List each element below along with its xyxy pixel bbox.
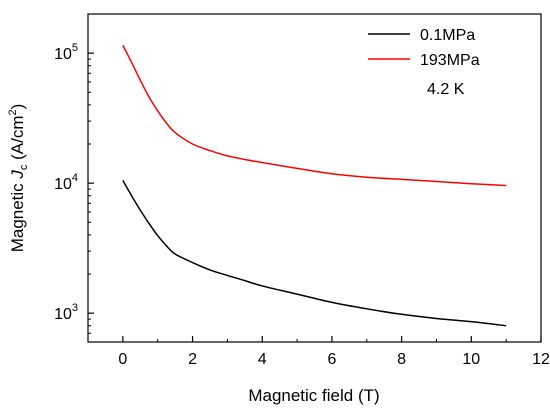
x-tick-label: 2: [188, 351, 197, 368]
y-axis-label-unit-open: (A/cm: [8, 115, 27, 164]
y-tick-base: 10: [54, 176, 72, 193]
temperature-annotation: 4.2 K: [427, 81, 465, 98]
y-axis-label-symbol: J: [8, 170, 27, 180]
y-axis-label-unit-close: ): [8, 104, 27, 110]
legend-label-1: 193MPa: [420, 52, 480, 69]
y-tick-label: 103: [54, 302, 78, 323]
x-tick-label: 0: [118, 351, 127, 368]
y-tick-base: 10: [54, 46, 72, 63]
x-tick-label: 6: [327, 351, 336, 368]
y-tick-exponent: 4: [72, 172, 78, 184]
x-tick-label: 10: [462, 351, 480, 368]
y-tick-label: 104: [54, 172, 78, 193]
x-tick-label: 12: [532, 351, 550, 368]
y-tick-exponent: 3: [72, 302, 78, 314]
y-axis-label-prefix: Magnetic: [8, 179, 27, 253]
y-tick-base: 10: [54, 306, 72, 323]
y-tick-exponent: 5: [72, 42, 78, 54]
legend: 0.1MPa 193MPa: [368, 27, 480, 69]
x-axis-label: Magnetic field (T): [248, 386, 379, 405]
series-line-1: [122, 44, 507, 187]
y-tick-label: 105: [54, 42, 78, 63]
series-line-0: [122, 180, 507, 327]
legend-label-0: 0.1MPa: [420, 27, 475, 44]
x-tick-label: 8: [397, 351, 406, 368]
y-axis-label: Magnetic Jc (A/cm2): [7, 104, 30, 253]
y-axis-label-subscript: c: [18, 164, 30, 170]
y-axis-label-unit-power: 2: [7, 109, 19, 115]
x-axis-ticks: 0 2 4 6 8 10 12: [87, 336, 550, 368]
series-layer: [122, 44, 507, 327]
x-tick-label: 4: [258, 351, 267, 368]
plot-frame: [87, 13, 542, 343]
